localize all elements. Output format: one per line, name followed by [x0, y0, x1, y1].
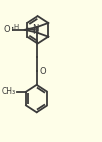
Text: N: N: [33, 24, 39, 33]
Text: O: O: [4, 25, 10, 34]
Text: CH₃: CH₃: [2, 87, 16, 96]
Text: O: O: [39, 67, 46, 76]
Text: H: H: [13, 24, 19, 30]
Text: N: N: [33, 27, 39, 36]
